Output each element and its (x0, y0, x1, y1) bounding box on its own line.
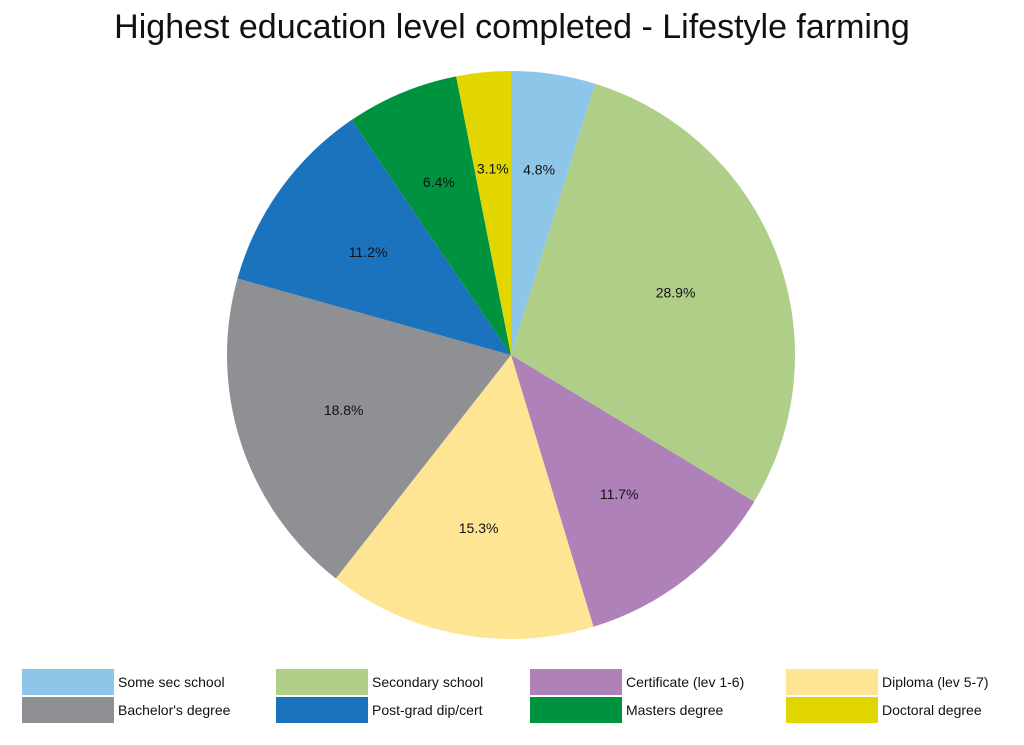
slice-data-label: 28.9% (656, 284, 696, 300)
legend-label: Doctoral degree (882, 702, 982, 718)
legend-label: Bachelor's degree (118, 702, 231, 718)
legend-label: Some sec school (118, 674, 225, 690)
legend-label: Masters degree (626, 702, 724, 718)
slice-data-label: 6.4% (423, 174, 455, 190)
legend-swatch (786, 669, 878, 695)
legend-label: Secondary school (372, 674, 484, 690)
chart-title: Highest education level completed - Life… (114, 8, 910, 46)
pie-slice (335, 355, 594, 639)
pie-slice (511, 355, 755, 627)
legend-swatch (276, 669, 368, 695)
slice-data-label: 3.1% (477, 160, 509, 176)
pie-slice (226, 278, 511, 579)
pie-slice (351, 76, 511, 355)
slice-data-label: 11.2% (349, 244, 388, 260)
pie-chart: 4.8% 28.9% 11.7% 15.3% 18.8% 11.2% 6.4% 3.1% (226, 71, 796, 639)
legend-swatch (530, 669, 622, 695)
legend-label: Certificate (lev 1-6) (626, 674, 745, 690)
legend-swatch (786, 697, 878, 723)
legend-swatch (22, 669, 114, 695)
pie-slice (511, 71, 596, 355)
slice-data-label: 11.7% (600, 486, 639, 502)
slice-data-label: 15.3% (459, 520, 499, 536)
pie-slice (511, 83, 796, 502)
slice-data-label: 4.8% (523, 162, 555, 178)
legend-label: Diploma (lev 5-7) (882, 674, 989, 690)
legend-swatch (530, 697, 622, 723)
legend-swatch (276, 697, 368, 723)
slice-data-label: 18.8% (324, 402, 364, 418)
legend-swatch (22, 697, 114, 723)
pie-slice (456, 71, 511, 355)
legend-label: Post-grad dip/cert (372, 702, 483, 718)
pie-slice (237, 119, 511, 355)
